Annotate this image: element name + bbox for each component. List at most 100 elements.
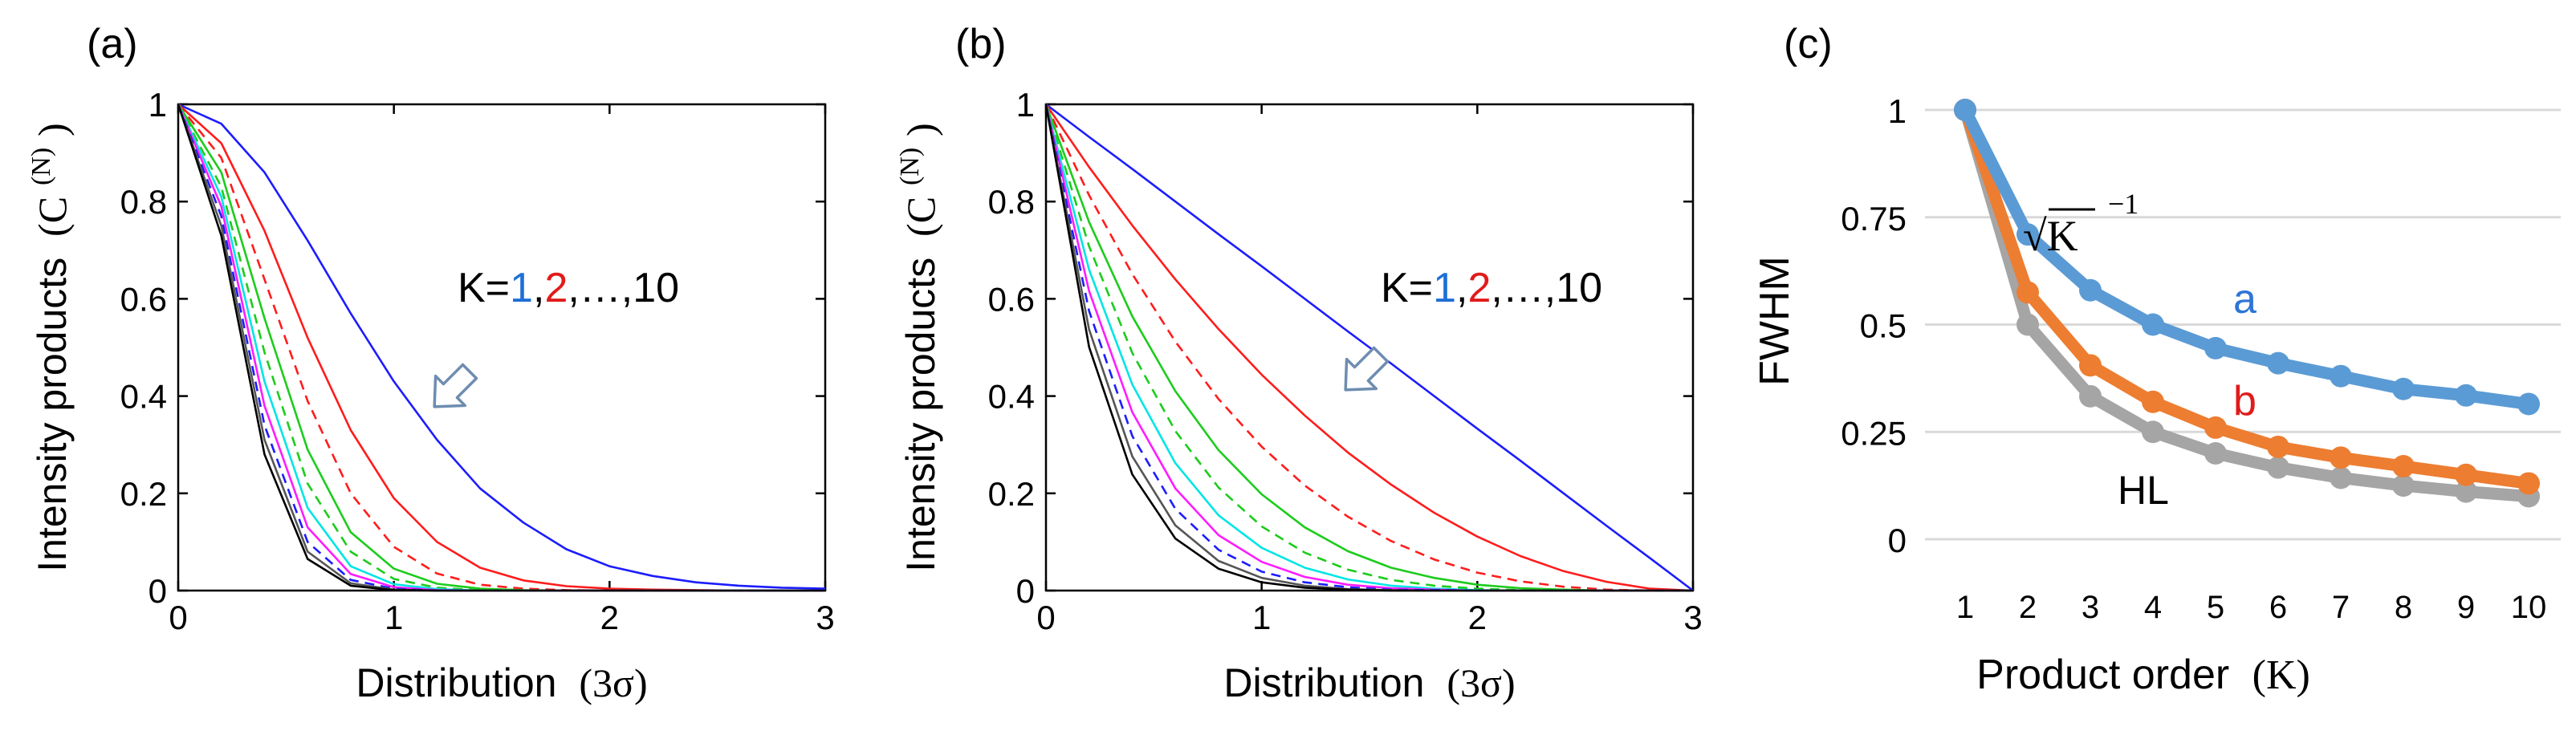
c-x-tick-label-7: 8 xyxy=(2395,590,2412,625)
c-series-b-point-5 xyxy=(2204,416,2227,439)
sqrt-k-exponent: −1 xyxy=(2108,188,2139,220)
k-value-2: 2 xyxy=(1467,265,1491,311)
a-series-k9 xyxy=(177,104,825,592)
b-series-k5 xyxy=(1044,104,1693,592)
k-prefix: K= xyxy=(1381,265,1433,311)
b-y-tick-label-5: 1 xyxy=(1016,86,1035,124)
panel-b-y-axis-label: Intensity products (C (N) ) xyxy=(882,123,943,571)
panel-b: (b) 0 1 2 300.20.40.60.81 Intensity product… xyxy=(882,21,1703,705)
panel-c-x-axis-label: Product order (K) xyxy=(1976,652,2310,698)
k-separator: , xyxy=(1456,265,1467,311)
b-y-tick-label-1: 0.2 xyxy=(988,475,1035,513)
panel-a-plot-frame xyxy=(177,103,827,592)
c-series-hl-point-7 xyxy=(2330,466,2352,489)
b-series-k8 xyxy=(1044,104,1693,592)
c-series-hl-point-3 xyxy=(2079,384,2102,408)
panel-a: (a) 0 1 2 300.20.40.60.81 Intensity product… xyxy=(14,21,835,705)
c-x-tick-label-4: 5 xyxy=(2207,590,2224,625)
svg-text:Intensity products (C: Intensity products (C (N) ) xyxy=(14,123,75,571)
y-label-close: ) xyxy=(30,123,75,136)
a-series-k6 xyxy=(177,104,825,592)
b-y-tick-label-2: 0.4 xyxy=(988,378,1035,416)
panel-a-label: (a) xyxy=(87,21,138,67)
c-x-tick-label-2: 3 xyxy=(2082,590,2099,625)
k-prefix: K= xyxy=(458,265,510,311)
c-y-tick-label-1: 0.25 xyxy=(1841,414,1907,452)
c-series-a-point-3 xyxy=(2079,278,2102,302)
c-series-b-point-8 xyxy=(2392,455,2415,478)
k-value-1: 1 xyxy=(510,265,533,311)
x-label-unit: (3σ) xyxy=(1447,660,1515,705)
a-x-tick-label-2: 2 xyxy=(600,599,619,636)
k-value-2: 2 xyxy=(544,265,568,311)
a-y-tick-label-5: 1 xyxy=(149,86,167,124)
b-series-k1 xyxy=(1045,103,1694,592)
panel-b-k-annotation: K=1,2,…,10 xyxy=(1381,265,1602,311)
c-series-b-point-6 xyxy=(2267,435,2289,458)
c-series-a-point-8 xyxy=(2392,377,2415,400)
c-series-b-line xyxy=(1959,104,2535,489)
panel-a-arrow-icon xyxy=(433,363,478,408)
y-label-superscript: (N) xyxy=(895,148,925,185)
panel-c-series xyxy=(1954,99,2540,508)
k-separator: , xyxy=(533,265,544,311)
c-series-hl-point-6 xyxy=(2267,456,2289,479)
c-series-a-point-1 xyxy=(1954,99,1976,121)
k-value-1: 1 xyxy=(1433,265,1456,311)
a-y-tick-label-1: 0.2 xyxy=(120,475,167,513)
panel-b-series xyxy=(1044,103,1694,592)
a-series-k4 xyxy=(177,104,825,592)
c-series-a-point-4 xyxy=(2142,313,2164,336)
a-x-tick-label-0: 0 xyxy=(169,599,187,636)
c-series-hl-line xyxy=(1959,104,2535,502)
a-y-tick-label-2: 0.4 xyxy=(120,378,167,416)
b-x-tick-label-3: 3 xyxy=(1683,599,1702,636)
c-x-tick-label-0: 1 xyxy=(1956,590,1974,625)
x-label-unit: (3σ) xyxy=(579,660,647,705)
b-y-tick-label-3: 0.6 xyxy=(988,280,1035,318)
c-x-tick-label-9: 10 xyxy=(2511,590,2547,625)
series-a-label: a xyxy=(2233,276,2257,323)
a-y-tick-label-0: 0 xyxy=(149,572,167,610)
a-series-k2 xyxy=(177,104,825,592)
y-label-symbol: (C xyxy=(898,197,943,237)
c-x-tick-label-6: 7 xyxy=(2332,590,2350,625)
c-series-hl-point-2 xyxy=(2016,313,2039,336)
panel-a-k-annotation: K=1,2,…,10 xyxy=(458,265,679,311)
c-series-b-point-4 xyxy=(2142,390,2164,413)
y-label-close: ) xyxy=(898,123,943,136)
c-series-hl-point-5 xyxy=(2204,442,2227,465)
a-y-tick-label-4: 0.8 xyxy=(120,183,167,221)
panel-a-series xyxy=(177,103,826,592)
c-series-b-point-9 xyxy=(2455,463,2477,486)
svg-text:Intensity products (C: Intensity products (C (N) ) xyxy=(882,123,943,571)
a-series-k7 xyxy=(177,104,825,592)
c-x-tick-label-1: 2 xyxy=(2019,590,2037,625)
k-rest: ,…,10 xyxy=(568,265,679,311)
c-series-b-point-10 xyxy=(2517,472,2540,495)
a-series-k5 xyxy=(177,104,825,592)
c-series-hl-point-9 xyxy=(2455,480,2477,503)
panel-c-ticks: 0 0.25 0.5 0.75 1 1 2 3 4 5 6 7 8 9 10 xyxy=(1841,92,2546,625)
c-x-tick-label-5: 6 xyxy=(2269,590,2287,625)
series-b-label: b xyxy=(2233,378,2257,424)
b-series-k2 xyxy=(1044,104,1694,592)
panel-c-label: (c) xyxy=(1784,21,1833,67)
y-label-superscript: (N) xyxy=(26,148,56,185)
a-x-tick-label-3: 3 xyxy=(816,599,834,636)
panel-b-ticks: 0 1 2 300.20.40.60.81 xyxy=(988,86,1703,636)
a-series-k1 xyxy=(177,103,826,590)
c-series-b-point-3 xyxy=(2079,354,2102,377)
y-label-symbol: (C xyxy=(30,197,75,237)
b-series-k10 xyxy=(1044,104,1693,592)
panel-b-arrow-icon xyxy=(1344,346,1390,392)
a-series-k10 xyxy=(177,104,825,592)
b-x-tick-label-2: 2 xyxy=(1468,599,1487,636)
panel-a-ticks: 0 1 2 300.20.40.60.81 xyxy=(120,86,835,636)
a-series-k3 xyxy=(177,104,825,592)
c-series-a-point-7 xyxy=(2330,364,2352,388)
b-y-tick-label-4: 0.8 xyxy=(988,183,1035,221)
panel-b-x-axis-label: Distribution (3σ) xyxy=(1223,660,1515,705)
panel-c-y-axis-label: FWHM xyxy=(1752,256,1798,386)
